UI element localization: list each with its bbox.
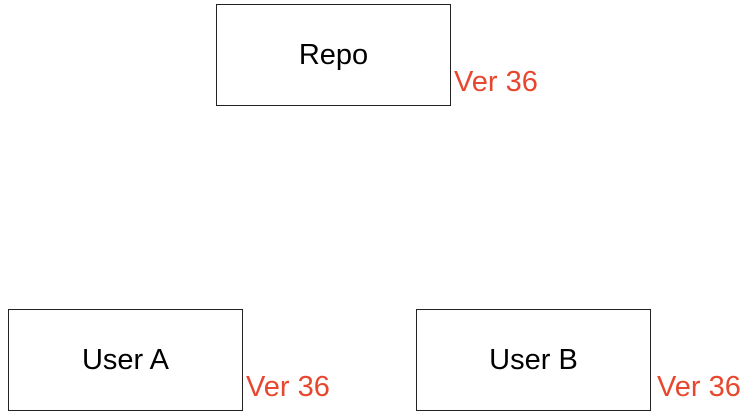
repo-label: Repo	[298, 38, 369, 71]
user-b-label: User B	[489, 343, 578, 376]
repo-version-label: Ver 36	[454, 66, 538, 98]
user-b-version-label: Ver 36	[657, 371, 741, 403]
user-a-version-label: Ver 36	[246, 371, 330, 403]
user-b-box: User B	[416, 309, 651, 411]
user-a-box: User A	[8, 309, 243, 411]
user-a-label: User A	[81, 343, 170, 376]
repo-box: Repo	[216, 4, 451, 106]
